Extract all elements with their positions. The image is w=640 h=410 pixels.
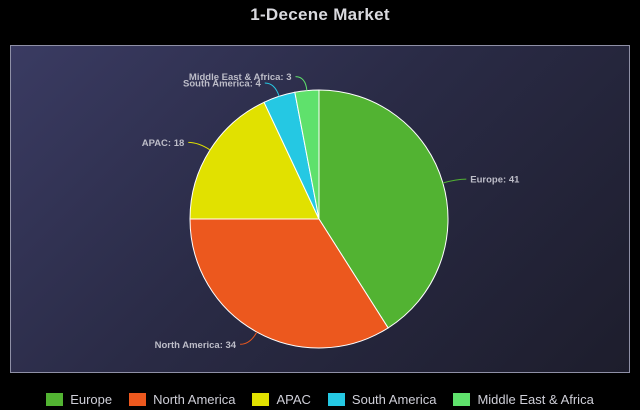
slice-label-apac: APAC: 18 [142,138,185,149]
slice-labels: Europe: 41 North America: 34 APAC: 18 South… [142,72,520,351]
slice-label-europe: Europe: 41 [470,175,520,186]
legend-item-apac[interactable]: APAC [252,391,311,407]
pie-slice-europe[interactable] [318,89,449,329]
label-connector-apac [188,141,211,151]
legend-swatch [327,392,345,406]
slice-label-north-america: North America: 34 [155,340,237,351]
legend-item-north-america[interactable]: North America [129,392,235,407]
legend-label: North America [153,391,236,407]
label-connector-south-america [264,82,280,97]
legend-item-middle-east-and-africa[interactable]: Middle East & Africa [453,391,594,407]
legend-label: Europe [70,391,113,407]
legend-swatch [46,392,64,406]
legend-item-europe[interactable]: Europe [46,392,112,407]
legend-swatch [453,392,471,406]
chart-title: 1-Decene Market [250,5,390,24]
slice-label-south-america: South America: 4 [183,79,261,90]
pie-slices [189,89,449,349]
label-connector-middle-east-and-africa [295,76,308,91]
legend-item-south-america[interactable]: South America [327,391,437,407]
label-connector-north-america [240,331,258,345]
pie-chart: Europe: 41 North America: 34 APAC: 18 South… [142,72,520,351]
legend: Europe North America APAC South America Midd… [0,389,640,409]
slice-label-middle-east-and-africa: Middle East & Africa: 3 [189,72,292,83]
legend-label: APAC [276,391,311,407]
legend-label: South America [351,391,437,407]
label-connectors [188,76,467,345]
legend-label: Middle East & Africa [477,391,594,407]
label-connector-europe [442,178,467,184]
legend-swatch [129,392,147,406]
legend-swatch [252,392,270,406]
